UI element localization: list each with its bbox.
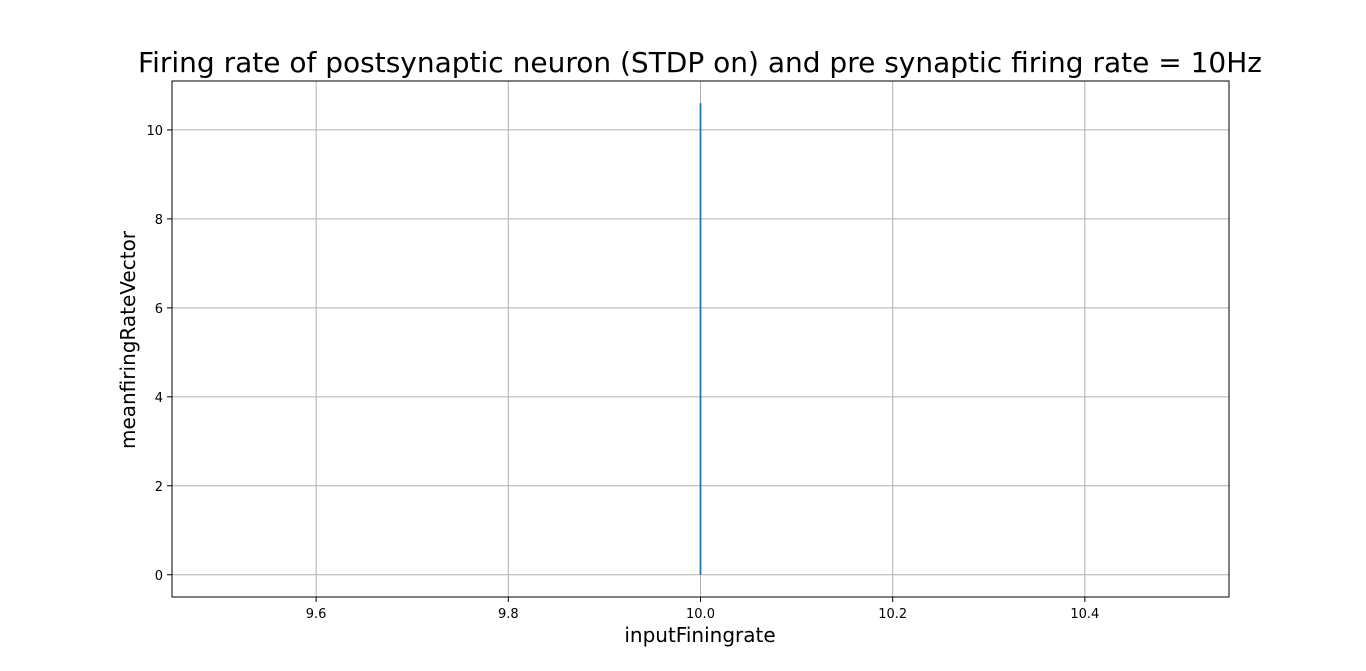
chart-title: Firing rate of postsynaptic neuron (STDP… [138,46,1262,79]
x-tick-label: 10.2 [878,607,907,622]
y-axis-label: meanfiringRateVector [116,230,140,449]
x-tick-label: 9.6 [306,607,327,622]
x-tick-label: 10.0 [686,607,715,622]
y-tick-label: 4 [155,391,163,406]
y-tick-label: 6 [155,302,163,317]
x-tick-label: 9.8 [498,607,519,622]
y-tick-label: 0 [155,569,163,584]
ticks: 9.6 9.8 10.0 10.2 10.4 0 2 4 6 8 10 [146,124,1099,622]
x-axis-label: inputFiningrate [624,623,775,647]
y-tick-label: 8 [155,213,163,228]
x-tick-label: 10.4 [1070,607,1099,622]
y-tick-label: 10 [146,124,163,139]
y-tick-label: 2 [155,480,163,495]
